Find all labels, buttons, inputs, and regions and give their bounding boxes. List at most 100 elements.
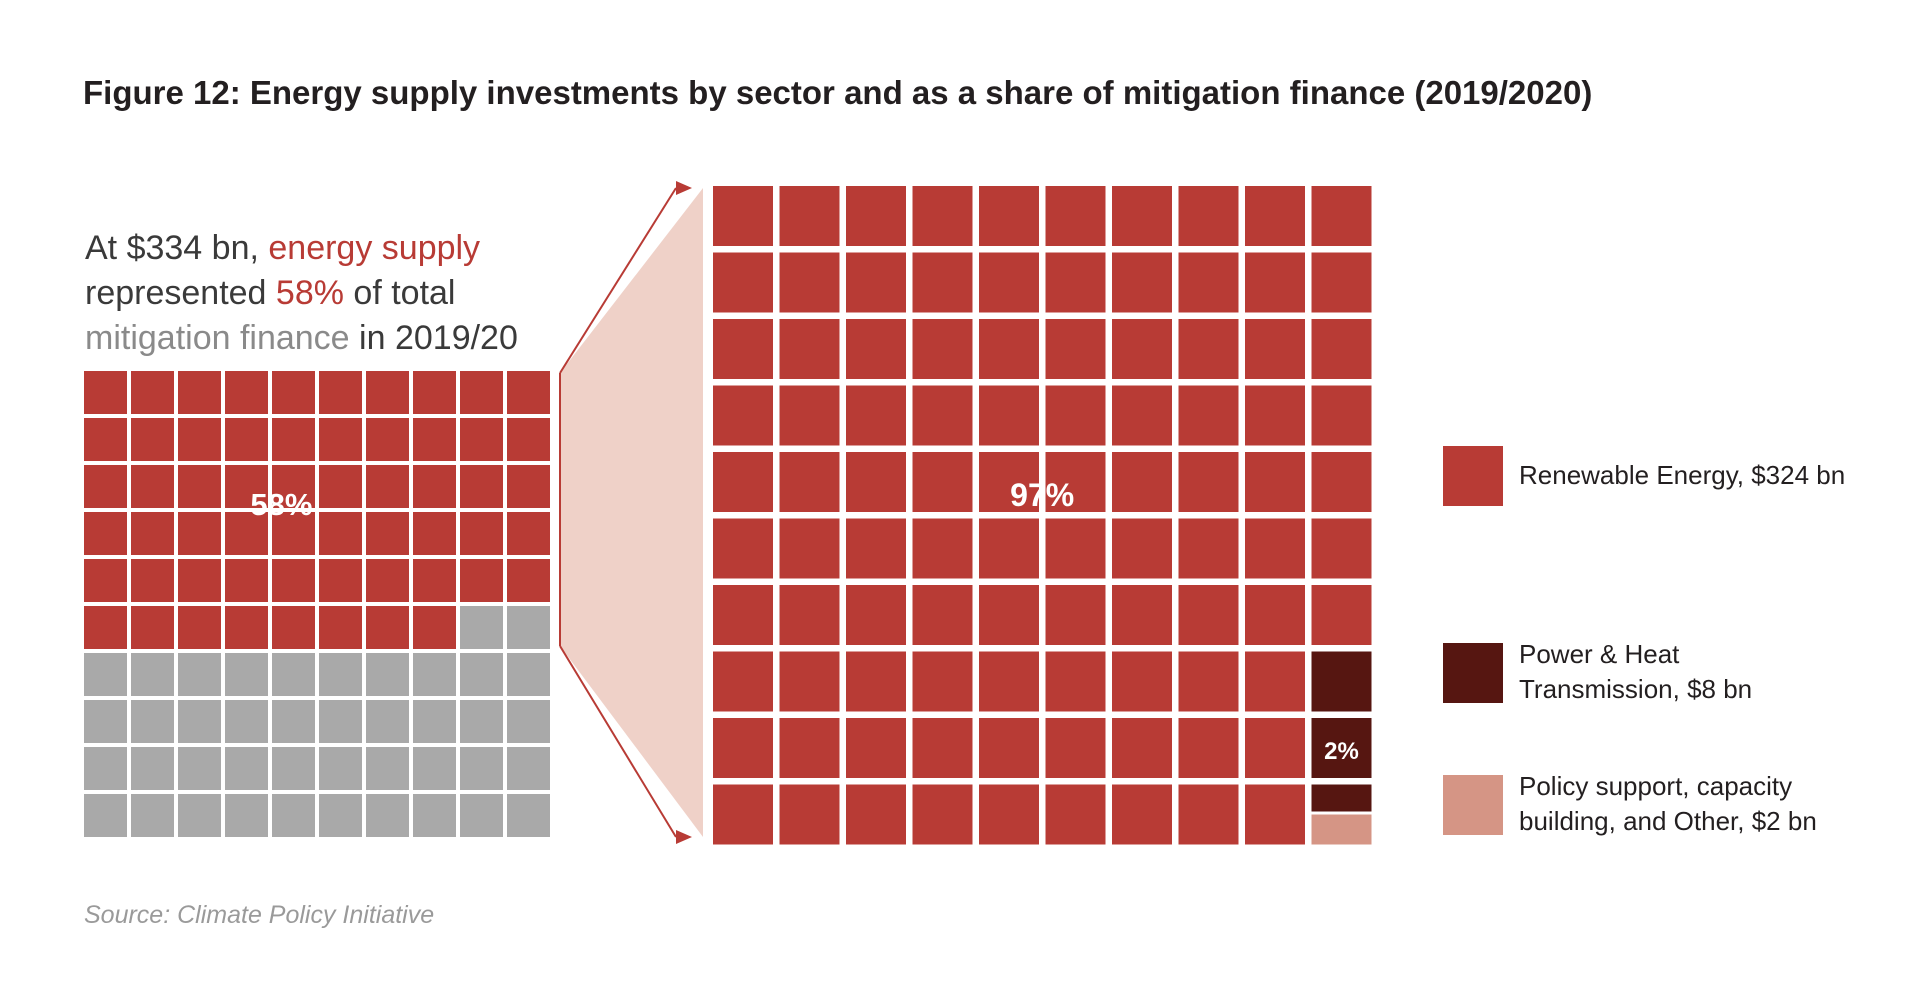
waffle-left-cell: [413, 512, 456, 555]
waffle-left-cell: [225, 371, 268, 414]
waffle-left-cell: [413, 700, 456, 743]
waffle-right-cell-renewable: [1311, 252, 1372, 313]
intro-part-5: of total: [343, 274, 456, 312]
waffle-right-cell-renewable: [779, 784, 840, 845]
waffle-left-cell: [319, 512, 362, 555]
waffle-left-cell: [413, 465, 456, 508]
waffle-right-cell-renewable: [713, 784, 773, 845]
waffle-right-cell-renewable: [1245, 319, 1305, 379]
waffle-right-cell-renewable: [912, 385, 973, 446]
waffle-right-cell-renewable: [713, 385, 773, 446]
waffle-left-cell: [507, 794, 550, 837]
waffle-right-cell-renewable: [1112, 518, 1172, 579]
legend-label-transmission-line1: Power & Heat: [1519, 639, 1680, 669]
waffle-left-cell: [178, 512, 221, 555]
waffle-left-cell: [413, 747, 456, 790]
waffle-left-cell: [366, 794, 409, 837]
waffle-left-cell: [460, 559, 503, 602]
waffle-right-cell-renewable: [779, 385, 840, 446]
waffle-left-cell: [131, 465, 174, 508]
waffle-right-cell-renewable: [912, 252, 973, 313]
waffle-right-cell-renewable: [1045, 518, 1106, 579]
waffle-right-cell-renewable: [846, 452, 906, 512]
waffle-left-cell: [460, 700, 503, 743]
waffle-right-cell-renewable: [1245, 385, 1305, 446]
waffle-left-cell: [84, 653, 127, 696]
waffle-left-cell: [319, 653, 362, 696]
waffle-right-cell-renewable: [912, 718, 973, 778]
waffle-left-cell: [225, 418, 268, 461]
waffle-right-cell-renewable: [846, 319, 906, 379]
waffle-right-cell-renewable: [1045, 186, 1106, 246]
waffle-right-cell-renewable: [1245, 651, 1305, 712]
waffle-right-cell-renewable: [713, 718, 773, 778]
waffle-right-cell-renewable: [1045, 452, 1106, 512]
waffle-left-cell: [366, 606, 409, 649]
waffle-left-cell: [131, 371, 174, 414]
waffle-right-cell-policy: [1311, 814, 1372, 845]
waffle-right-cell-renewable: [979, 651, 1039, 712]
waffle-right-cell-renewable: [846, 385, 906, 446]
waffle-left-cell: [84, 512, 127, 555]
waffle-left-cell: [178, 747, 221, 790]
waffle-right-cell-renewable: [979, 452, 1039, 512]
legend-label-transmission-line2: Transmission, $8 bn: [1519, 674, 1753, 704]
waffle-left-cell: [507, 512, 550, 555]
waffle-left-cell: [84, 700, 127, 743]
waffle-left-cell: [507, 653, 550, 696]
waffle-right-cell-renewable: [1045, 585, 1106, 645]
waffle-left-cell: [366, 653, 409, 696]
legend-swatch-transmission: [1443, 643, 1503, 703]
waffle-left-cell: [225, 700, 268, 743]
waffle-right-cell-renewable: [1178, 784, 1239, 845]
waffle-right-cell-renewable: [713, 518, 773, 579]
waffle-right-cell-renewable: [846, 585, 906, 645]
waffle-right-cell-renewable: [1112, 319, 1172, 379]
waffle-right-cell-renewable: [979, 319, 1039, 379]
waffle-right-cell-renewable: [979, 385, 1039, 446]
waffle-right-cell-renewable: [779, 452, 840, 512]
waffle-right-cell-renewable: [1311, 452, 1372, 512]
legend-label-transmission: Power & Heat Transmission, $8 bn: [1519, 637, 1899, 707]
waffle-left-cell: [319, 559, 362, 602]
waffle-right-cell-transmission: [1311, 651, 1372, 712]
waffle-left-cell: [178, 559, 221, 602]
waffle-left-cell: [319, 465, 362, 508]
waffle-left-cell: [507, 559, 550, 602]
waffle-left-cell: [460, 418, 503, 461]
waffle-right-cell-renewable: [1045, 385, 1106, 446]
waffle-right-cell-renewable: [779, 319, 840, 379]
waffle-right-cell-renewable: [846, 252, 906, 313]
waffle-right-cell-renewable: [713, 252, 773, 313]
waffle-right-cell-renewable: [1245, 718, 1305, 778]
waffle-right-cell-renewable: [1112, 452, 1172, 512]
waffle-right-cell-renewable: [1045, 718, 1106, 778]
waffle-left-cell: [413, 794, 456, 837]
waffle-left-cell: [507, 371, 550, 414]
waffle-right-cell-renewable: [912, 784, 973, 845]
legend-swatch-renewable: [1443, 446, 1503, 506]
waffle-right-cell-renewable: [912, 319, 973, 379]
waffle-left-cell: [225, 465, 268, 508]
waffle-right-cell-renewable: [979, 718, 1039, 778]
waffle-right-cell-renewable: [1112, 651, 1172, 712]
waffle-left-cell: [84, 559, 127, 602]
waffle-left-cell: [84, 465, 127, 508]
waffle-left-cell: [178, 371, 221, 414]
zoom-connector: [560, 188, 703, 837]
waffle-left-cell: [131, 653, 174, 696]
zoom-connector-top-line: [559, 187, 677, 374]
waffle-right-cell-renewable: [713, 186, 773, 246]
waffle-right-cell-renewable: [846, 186, 906, 246]
waffle-left-cell: [319, 700, 362, 743]
waffle-left-cell: [366, 700, 409, 743]
waffle-left-cell: [225, 606, 268, 649]
waffle-right-cell-renewable: [979, 252, 1039, 313]
waffle-left-cell: [272, 465, 315, 508]
waffle-left-cell: [131, 512, 174, 555]
figure-title: Figure 12: Energy supply investments by …: [83, 74, 1593, 111]
waffle-right-cell-renewable: [1178, 319, 1239, 379]
waffle-left-cell: [225, 653, 268, 696]
waffle-right-cell-renewable: [912, 518, 973, 579]
waffle-right-cell-renewable: [1112, 718, 1172, 778]
